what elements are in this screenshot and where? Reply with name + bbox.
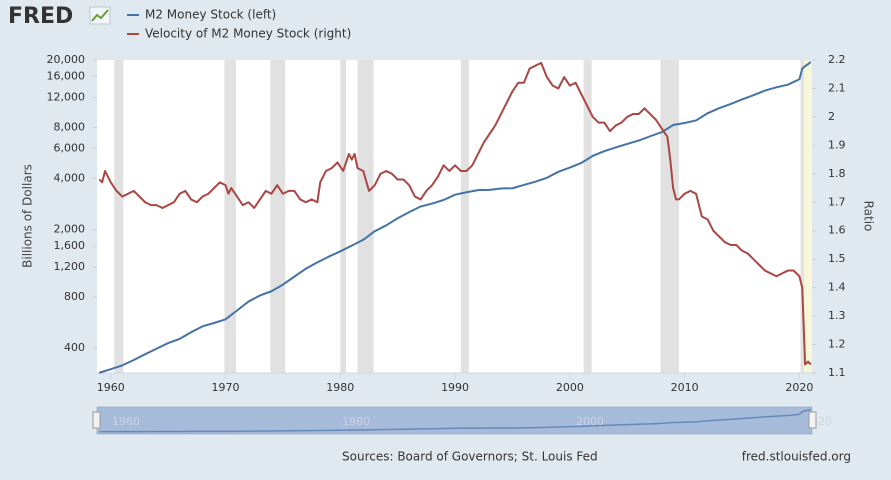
x-tick-label: 2020 <box>785 381 813 394</box>
navigator-label: 1980 <box>342 415 370 428</box>
y2-tick-label: 1.1 <box>828 366 846 379</box>
series-line <box>98 61 812 366</box>
x-tick-label: 1970 <box>212 381 240 394</box>
y-tick-label: 2,000 <box>54 223 86 236</box>
recession-band <box>270 60 286 373</box>
navigator-label: 2000 <box>576 415 604 428</box>
x-tick-label: 1990 <box>441 381 469 394</box>
navigator-label: 1960 <box>112 415 140 428</box>
y-tick-label: 800 <box>64 290 85 303</box>
y2-tick-label: 2.2 <box>828 53 846 66</box>
recession-band <box>460 60 469 373</box>
legend-label: Velocity of M2 Money Stock (right) <box>145 27 351 41</box>
plot <box>93 59 816 379</box>
x-tick-label: 1980 <box>326 381 354 394</box>
recession-band <box>114 60 124 373</box>
y2-tick-label: 1.4 <box>828 281 846 294</box>
source-note: Sources: Board of Governors; St. Louis F… <box>342 450 598 464</box>
x-tick-label: 1960 <box>97 381 125 394</box>
navigator-handle[interactable] <box>808 411 817 429</box>
logo: FRED <box>8 4 73 29</box>
y2-axis-title: Ratio <box>862 201 876 232</box>
navigator-window[interactable] <box>97 407 812 434</box>
navigator: 1960 1980 2000 20 <box>92 406 832 435</box>
y2-tick-label: 1.7 <box>828 195 846 208</box>
y-tick-label: 16,000 <box>47 69 86 82</box>
y2-tick-label: 1.5 <box>828 252 846 265</box>
y-tick-label: 12,000 <box>47 91 86 104</box>
y2-tick-label: 1.6 <box>828 224 846 237</box>
y-tick-label: 1,600 <box>54 239 86 252</box>
navigator-handle[interactable] <box>92 411 101 429</box>
y-axis-title: Billions of Dollars <box>21 164 35 268</box>
highlight-band <box>803 60 812 373</box>
x-tick-label: 2010 <box>671 381 699 394</box>
x-tick-label: 2000 <box>556 381 584 394</box>
recession-band <box>660 60 679 373</box>
recession-band <box>340 60 347 373</box>
logo-icon <box>89 6 111 25</box>
plot-area <box>97 60 812 373</box>
site-link[interactable]: fred.stlouisfed.org <box>742 450 851 464</box>
y-tick-label: 400 <box>64 341 85 354</box>
y2-tick-label: 2 <box>828 110 835 123</box>
y2-tick-label: 1.3 <box>828 309 846 322</box>
recession-band <box>224 60 236 373</box>
series-line <box>99 61 812 374</box>
y2-tick-label: 2.1 <box>828 81 846 94</box>
navigator-label: 20 <box>818 415 832 428</box>
y-tick-label: 6,000 <box>54 142 86 155</box>
y-tick-label: 4,000 <box>54 172 86 185</box>
y2-tick-label: 1.8 <box>828 167 846 180</box>
recession-band <box>357 60 374 373</box>
y-tick-label: 1,200 <box>54 260 86 273</box>
recession-band <box>800 60 804 373</box>
y2-tick-label: 1.9 <box>828 138 846 151</box>
legend-label: M2 Money Stock (left) <box>145 8 276 22</box>
y2-tick-label: 1.2 <box>828 338 846 351</box>
y-tick-label: 20,000 <box>47 53 86 66</box>
y-tick-label: 8,000 <box>54 120 86 133</box>
recession-band <box>583 60 592 373</box>
